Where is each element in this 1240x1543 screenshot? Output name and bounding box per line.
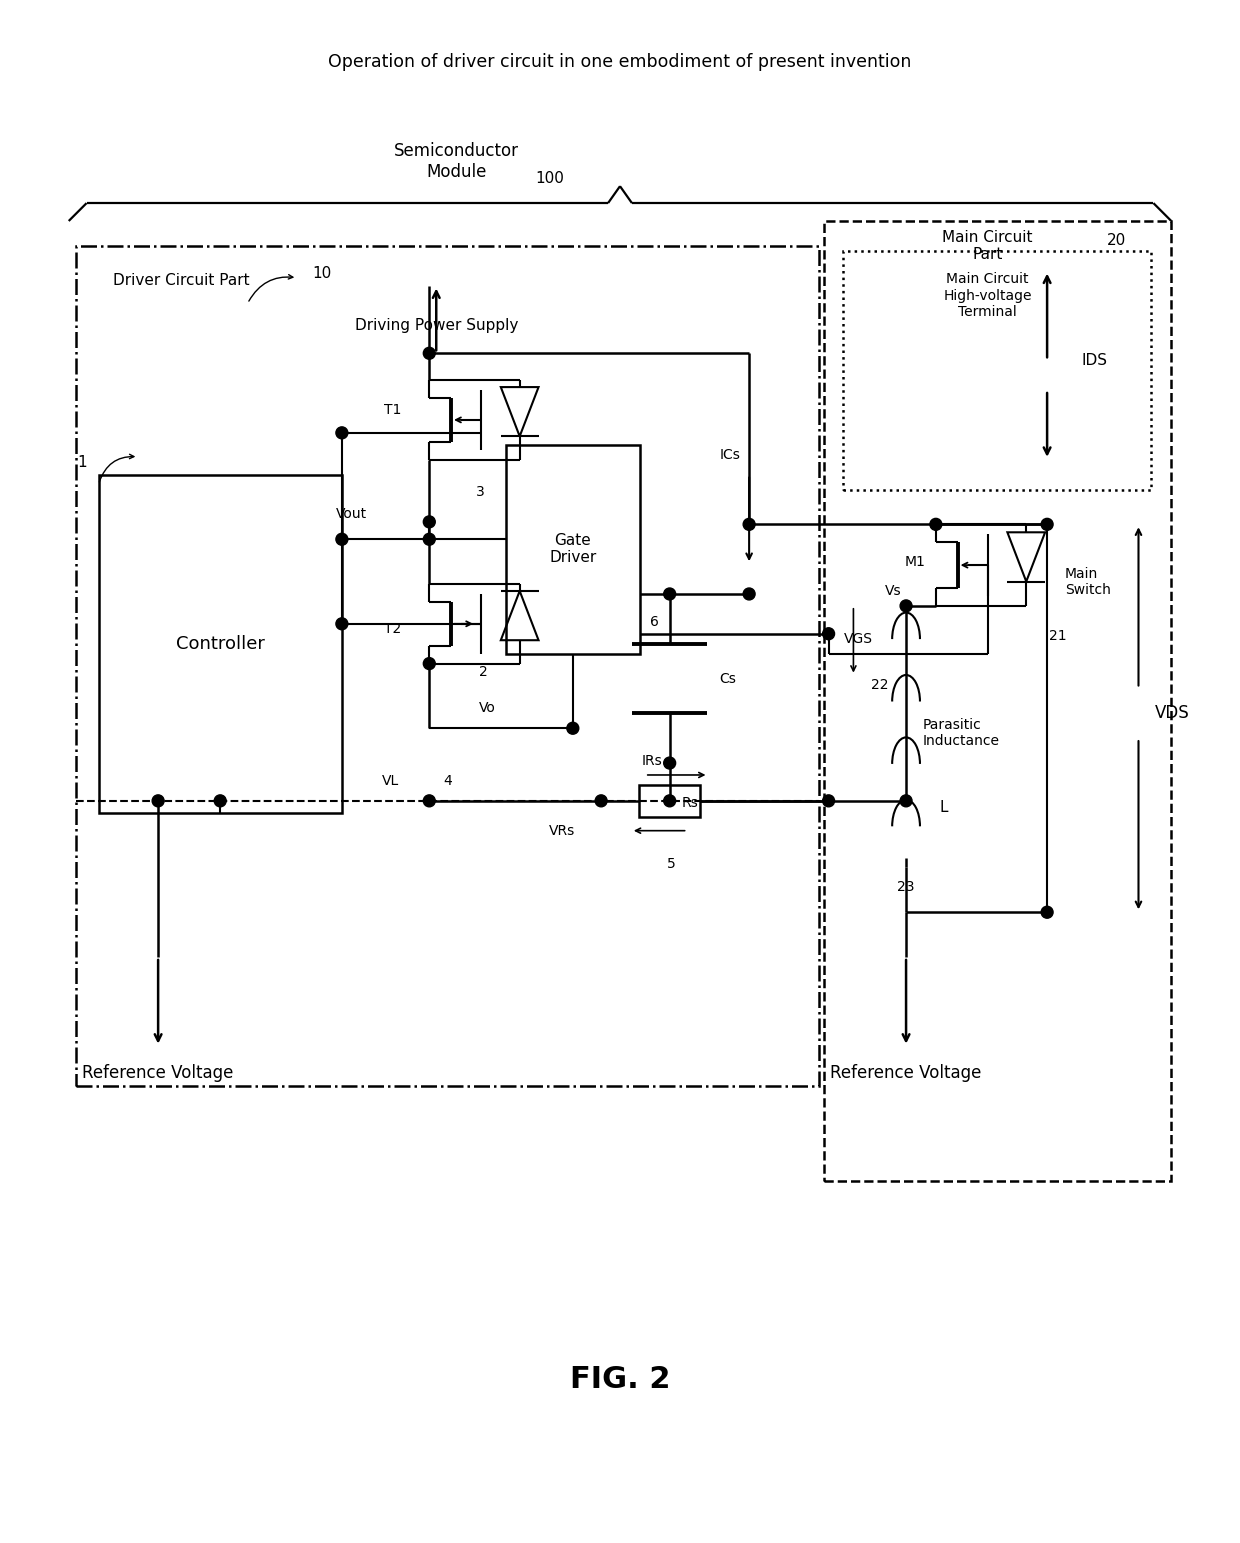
Text: Main
Switch: Main Switch (1065, 566, 1111, 597)
Circle shape (930, 518, 942, 531)
Circle shape (336, 534, 348, 545)
Circle shape (567, 722, 579, 734)
Text: VGS: VGS (844, 631, 873, 645)
Circle shape (743, 518, 755, 531)
Text: VDS: VDS (1154, 704, 1189, 722)
Text: Vo: Vo (479, 702, 496, 716)
Text: Parasitic
Inductance: Parasitic Inductance (923, 717, 999, 748)
Circle shape (423, 515, 435, 528)
Text: Driving Power Supply: Driving Power Supply (355, 318, 518, 333)
Text: Main Circuit
High-voltage
Terminal: Main Circuit High-voltage Terminal (944, 273, 1032, 319)
Text: 5: 5 (667, 858, 676, 872)
Text: IRs: IRs (642, 755, 662, 768)
Circle shape (1042, 518, 1053, 531)
Text: Rs: Rs (682, 796, 698, 810)
Text: Gate
Driver: Gate Driver (549, 532, 596, 565)
Text: Vout: Vout (336, 508, 367, 522)
Circle shape (1042, 906, 1053, 918)
Circle shape (900, 795, 913, 807)
Circle shape (663, 758, 676, 768)
Text: M1: M1 (905, 555, 926, 569)
Circle shape (423, 657, 435, 670)
Circle shape (595, 795, 608, 807)
Circle shape (663, 588, 676, 600)
Text: Cs: Cs (719, 671, 737, 685)
Text: T1: T1 (383, 403, 401, 417)
Text: Operation of driver circuit in one embodiment of present invention: Operation of driver circuit in one embod… (329, 52, 911, 71)
Text: 100: 100 (536, 171, 564, 185)
Circle shape (900, 600, 913, 613)
Text: 10: 10 (312, 267, 331, 281)
Text: Vs: Vs (884, 583, 901, 599)
Text: Reference Voltage: Reference Voltage (831, 1065, 982, 1082)
Text: 23: 23 (898, 881, 915, 895)
Circle shape (215, 795, 226, 807)
Circle shape (663, 795, 676, 807)
Text: ICs: ICs (719, 447, 740, 461)
Circle shape (153, 795, 164, 807)
Text: VL: VL (382, 775, 399, 788)
Text: Semiconductor
Module: Semiconductor Module (393, 142, 518, 181)
Circle shape (423, 347, 435, 360)
Text: 20: 20 (1107, 233, 1126, 248)
Circle shape (423, 534, 435, 545)
Circle shape (822, 628, 835, 640)
Text: 3: 3 (476, 485, 485, 498)
Text: Controller: Controller (176, 634, 264, 653)
Circle shape (743, 588, 755, 600)
Text: 1: 1 (77, 455, 87, 471)
Text: T2: T2 (383, 622, 401, 636)
Text: Main Circuit
Part: Main Circuit Part (942, 230, 1033, 262)
Text: FIG. 2: FIG. 2 (569, 1366, 671, 1395)
Text: 2: 2 (479, 665, 487, 679)
Text: Reference Voltage: Reference Voltage (82, 1065, 234, 1082)
Circle shape (822, 795, 835, 807)
Circle shape (336, 427, 348, 438)
Text: 21: 21 (1049, 628, 1066, 643)
Circle shape (423, 795, 435, 807)
Text: 4: 4 (443, 775, 451, 788)
Text: IDS: IDS (1081, 353, 1107, 367)
Text: Driver Circuit Part: Driver Circuit Part (113, 273, 250, 289)
Circle shape (336, 617, 348, 630)
Text: 6: 6 (650, 614, 660, 630)
Text: 22: 22 (872, 679, 889, 693)
Text: VRs: VRs (549, 824, 575, 838)
Text: L: L (940, 801, 949, 815)
